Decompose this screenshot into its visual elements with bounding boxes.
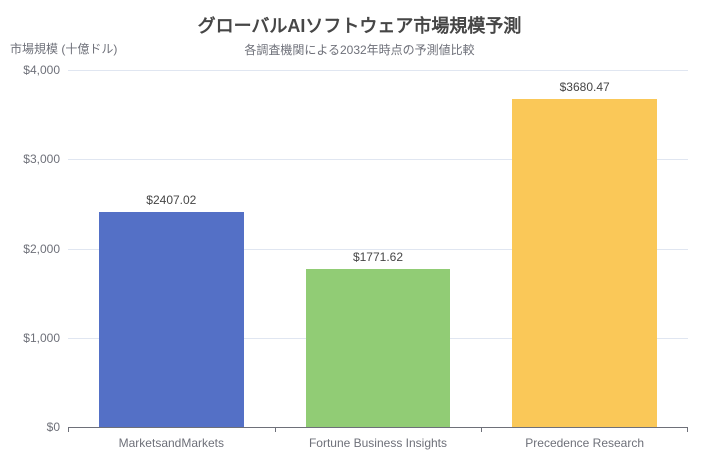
bar-value-label: $2407.02	[146, 193, 197, 208]
chart-subtitle: 各調査機関による2032年時点の予測値比較	[244, 43, 475, 57]
x-axis-line	[68, 427, 688, 428]
bar-precedence-research[interactable]	[512, 98, 657, 427]
x-axis-tick	[481, 427, 483, 432]
x-category-label: MarketsandMarkets	[118, 436, 225, 450]
bar-value-label: $3680.47	[559, 79, 610, 94]
x-axis-tick	[274, 427, 276, 432]
y-tick-label: $2,000	[23, 241, 60, 256]
gridline	[68, 248, 688, 250]
y-tick-label: $3,000	[23, 152, 60, 167]
y-axis-name: 市場規模 (十億ドル)	[10, 42, 118, 56]
y-tick-label: $1,000	[23, 330, 60, 345]
x-category-label: Fortune Business Insights	[308, 436, 448, 450]
y-tick-label: $0	[46, 420, 60, 434]
gridline	[68, 159, 688, 161]
x-category-label: Precedence Research	[525, 436, 645, 450]
bar-marketsandmarkets[interactable]	[99, 212, 244, 427]
y-tick-label: $4,000	[23, 63, 60, 77]
chart-title: グローバルAIソフトウェア市場規模予測	[197, 16, 522, 36]
x-axis-tick	[687, 427, 688, 432]
bar-value-label: $1771.62	[352, 249, 404, 264]
gridline	[68, 70, 688, 71]
x-axis-tick	[68, 427, 69, 432]
bar-fortune-business-insights[interactable]	[305, 268, 451, 427]
plot-area: $0 $1,000 $2,000 $3,000 $4,000 $2407.02 Market…	[23, 63, 688, 450]
